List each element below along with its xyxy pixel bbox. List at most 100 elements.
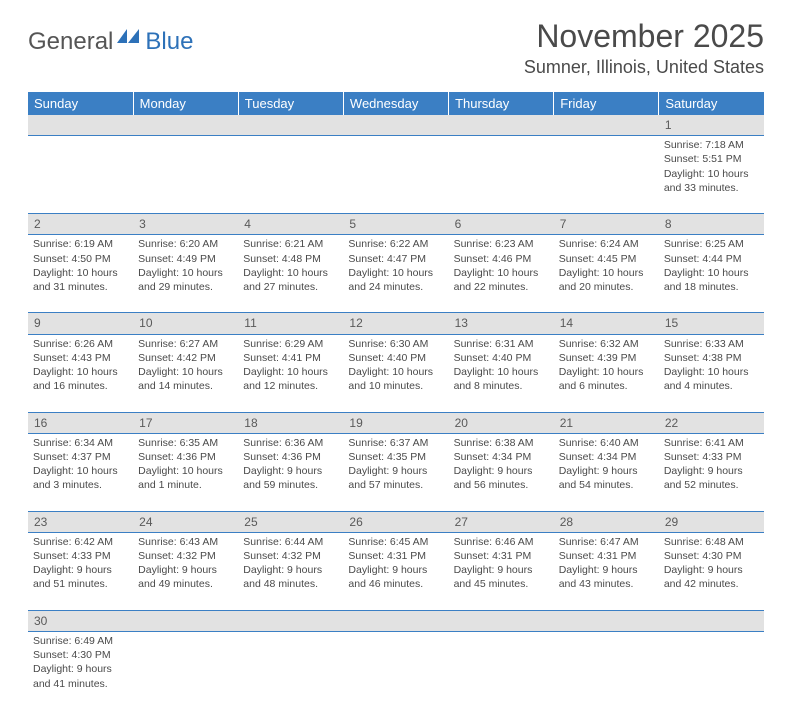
weekday-header: Sunday	[28, 92, 133, 115]
day-number-cell	[133, 610, 238, 631]
day-number-cell: 7	[554, 214, 659, 235]
day-cell: Sunrise: 6:44 AMSunset: 4:32 PMDaylight:…	[238, 532, 343, 610]
day-cell	[449, 136, 554, 214]
day-number-cell	[449, 115, 554, 136]
day-number-cell: 24	[133, 511, 238, 532]
day-number-cell: 5	[343, 214, 448, 235]
flag-icon	[117, 29, 143, 54]
day-cell: Sunrise: 6:26 AMSunset: 4:43 PMDaylight:…	[28, 334, 133, 412]
day-details: Sunrise: 6:42 AMSunset: 4:33 PMDaylight:…	[33, 535, 128, 592]
day-content-row: Sunrise: 6:49 AMSunset: 4:30 PMDaylight:…	[28, 632, 764, 710]
day-cell: Sunrise: 6:46 AMSunset: 4:31 PMDaylight:…	[449, 532, 554, 610]
title-block: November 2025 Sumner, Illinois, United S…	[524, 18, 764, 78]
day-number-cell: 23	[28, 511, 133, 532]
day-cell	[554, 136, 659, 214]
day-details: Sunrise: 6:44 AMSunset: 4:32 PMDaylight:…	[243, 535, 338, 592]
weekday-header-row: Sunday Monday Tuesday Wednesday Thursday…	[28, 92, 764, 115]
day-number-cell	[449, 610, 554, 631]
day-number-cell	[238, 610, 343, 631]
day-number-cell	[133, 115, 238, 136]
day-number-cell	[554, 610, 659, 631]
day-details: Sunrise: 6:33 AMSunset: 4:38 PMDaylight:…	[664, 337, 759, 394]
day-cell: Sunrise: 6:23 AMSunset: 4:46 PMDaylight:…	[449, 235, 554, 313]
day-details: Sunrise: 6:24 AMSunset: 4:45 PMDaylight:…	[559, 237, 654, 294]
day-details: Sunrise: 6:40 AMSunset: 4:34 PMDaylight:…	[559, 436, 654, 493]
month-title: November 2025	[524, 18, 764, 55]
day-number-cell: 1	[659, 115, 764, 136]
day-details: Sunrise: 6:25 AMSunset: 4:44 PMDaylight:…	[664, 237, 759, 294]
day-cell: Sunrise: 6:31 AMSunset: 4:40 PMDaylight:…	[449, 334, 554, 412]
day-cell: Sunrise: 6:29 AMSunset: 4:41 PMDaylight:…	[238, 334, 343, 412]
day-details: Sunrise: 6:35 AMSunset: 4:36 PMDaylight:…	[138, 436, 233, 493]
day-cell	[238, 632, 343, 710]
day-cell: Sunrise: 6:36 AMSunset: 4:36 PMDaylight:…	[238, 433, 343, 511]
day-cell: Sunrise: 6:25 AMSunset: 4:44 PMDaylight:…	[659, 235, 764, 313]
day-content-row: Sunrise: 6:42 AMSunset: 4:33 PMDaylight:…	[28, 532, 764, 610]
day-number-cell: 6	[449, 214, 554, 235]
location: Sumner, Illinois, United States	[524, 57, 764, 78]
day-number-cell: 3	[133, 214, 238, 235]
day-number-cell: 26	[343, 511, 448, 532]
day-details: Sunrise: 6:48 AMSunset: 4:30 PMDaylight:…	[664, 535, 759, 592]
day-cell: Sunrise: 6:37 AMSunset: 4:35 PMDaylight:…	[343, 433, 448, 511]
day-number-row: 30	[28, 610, 764, 631]
day-number-cell: 17	[133, 412, 238, 433]
day-number-cell: 25	[238, 511, 343, 532]
day-cell: Sunrise: 6:41 AMSunset: 4:33 PMDaylight:…	[659, 433, 764, 511]
day-details: Sunrise: 6:31 AMSunset: 4:40 PMDaylight:…	[454, 337, 549, 394]
day-cell	[554, 632, 659, 710]
day-number-cell	[238, 115, 343, 136]
day-cell: Sunrise: 6:45 AMSunset: 4:31 PMDaylight:…	[343, 532, 448, 610]
day-cell: Sunrise: 6:49 AMSunset: 4:30 PMDaylight:…	[28, 632, 133, 710]
day-cell: Sunrise: 6:35 AMSunset: 4:36 PMDaylight:…	[133, 433, 238, 511]
day-number-cell: 21	[554, 412, 659, 433]
day-cell: Sunrise: 6:43 AMSunset: 4:32 PMDaylight:…	[133, 532, 238, 610]
day-number-cell	[343, 610, 448, 631]
logo: General Blue	[28, 18, 193, 56]
day-number-cell: 10	[133, 313, 238, 334]
day-details: Sunrise: 6:49 AMSunset: 4:30 PMDaylight:…	[33, 634, 128, 691]
day-number-cell: 14	[554, 313, 659, 334]
day-details: Sunrise: 6:46 AMSunset: 4:31 PMDaylight:…	[454, 535, 549, 592]
day-number-cell: 16	[28, 412, 133, 433]
weekday-header: Friday	[554, 92, 659, 115]
day-details: Sunrise: 7:18 AMSunset: 5:51 PMDaylight:…	[664, 138, 759, 195]
day-cell: Sunrise: 6:27 AMSunset: 4:42 PMDaylight:…	[133, 334, 238, 412]
day-details: Sunrise: 6:30 AMSunset: 4:40 PMDaylight:…	[348, 337, 443, 394]
day-cell: Sunrise: 6:42 AMSunset: 4:33 PMDaylight:…	[28, 532, 133, 610]
calendar-body: 1Sunrise: 7:18 AMSunset: 5:51 PMDaylight…	[28, 115, 764, 710]
day-cell	[659, 632, 764, 710]
weekday-header: Saturday	[659, 92, 764, 115]
day-details: Sunrise: 6:23 AMSunset: 4:46 PMDaylight:…	[454, 237, 549, 294]
header: General Blue November 2025 Sumner, Illin…	[0, 0, 792, 86]
day-content-row: Sunrise: 6:26 AMSunset: 4:43 PMDaylight:…	[28, 334, 764, 412]
day-details: Sunrise: 6:21 AMSunset: 4:48 PMDaylight:…	[243, 237, 338, 294]
day-details: Sunrise: 6:45 AMSunset: 4:31 PMDaylight:…	[348, 535, 443, 592]
day-number-cell: 9	[28, 313, 133, 334]
day-details: Sunrise: 6:22 AMSunset: 4:47 PMDaylight:…	[348, 237, 443, 294]
day-cell	[449, 632, 554, 710]
day-cell: Sunrise: 6:19 AMSunset: 4:50 PMDaylight:…	[28, 235, 133, 313]
day-number-cell	[28, 115, 133, 136]
day-details: Sunrise: 6:19 AMSunset: 4:50 PMDaylight:…	[33, 237, 128, 294]
weekday-header: Wednesday	[343, 92, 448, 115]
day-cell: Sunrise: 6:34 AMSunset: 4:37 PMDaylight:…	[28, 433, 133, 511]
day-number-cell	[659, 610, 764, 631]
day-details: Sunrise: 6:26 AMSunset: 4:43 PMDaylight:…	[33, 337, 128, 394]
day-number-row: 1	[28, 115, 764, 136]
day-cell: Sunrise: 6:32 AMSunset: 4:39 PMDaylight:…	[554, 334, 659, 412]
day-cell: Sunrise: 6:20 AMSunset: 4:49 PMDaylight:…	[133, 235, 238, 313]
day-details: Sunrise: 6:43 AMSunset: 4:32 PMDaylight:…	[138, 535, 233, 592]
day-details: Sunrise: 6:20 AMSunset: 4:49 PMDaylight:…	[138, 237, 233, 294]
day-number-cell: 22	[659, 412, 764, 433]
day-details: Sunrise: 6:37 AMSunset: 4:35 PMDaylight:…	[348, 436, 443, 493]
day-number-cell: 11	[238, 313, 343, 334]
day-details: Sunrise: 6:29 AMSunset: 4:41 PMDaylight:…	[243, 337, 338, 394]
weekday-header: Thursday	[449, 92, 554, 115]
day-cell: Sunrise: 6:47 AMSunset: 4:31 PMDaylight:…	[554, 532, 659, 610]
day-details: Sunrise: 6:32 AMSunset: 4:39 PMDaylight:…	[559, 337, 654, 394]
calendar-table: Sunday Monday Tuesday Wednesday Thursday…	[28, 92, 764, 710]
day-content-row: Sunrise: 6:34 AMSunset: 4:37 PMDaylight:…	[28, 433, 764, 511]
day-cell	[238, 136, 343, 214]
logo-text-general: General	[28, 28, 113, 56]
